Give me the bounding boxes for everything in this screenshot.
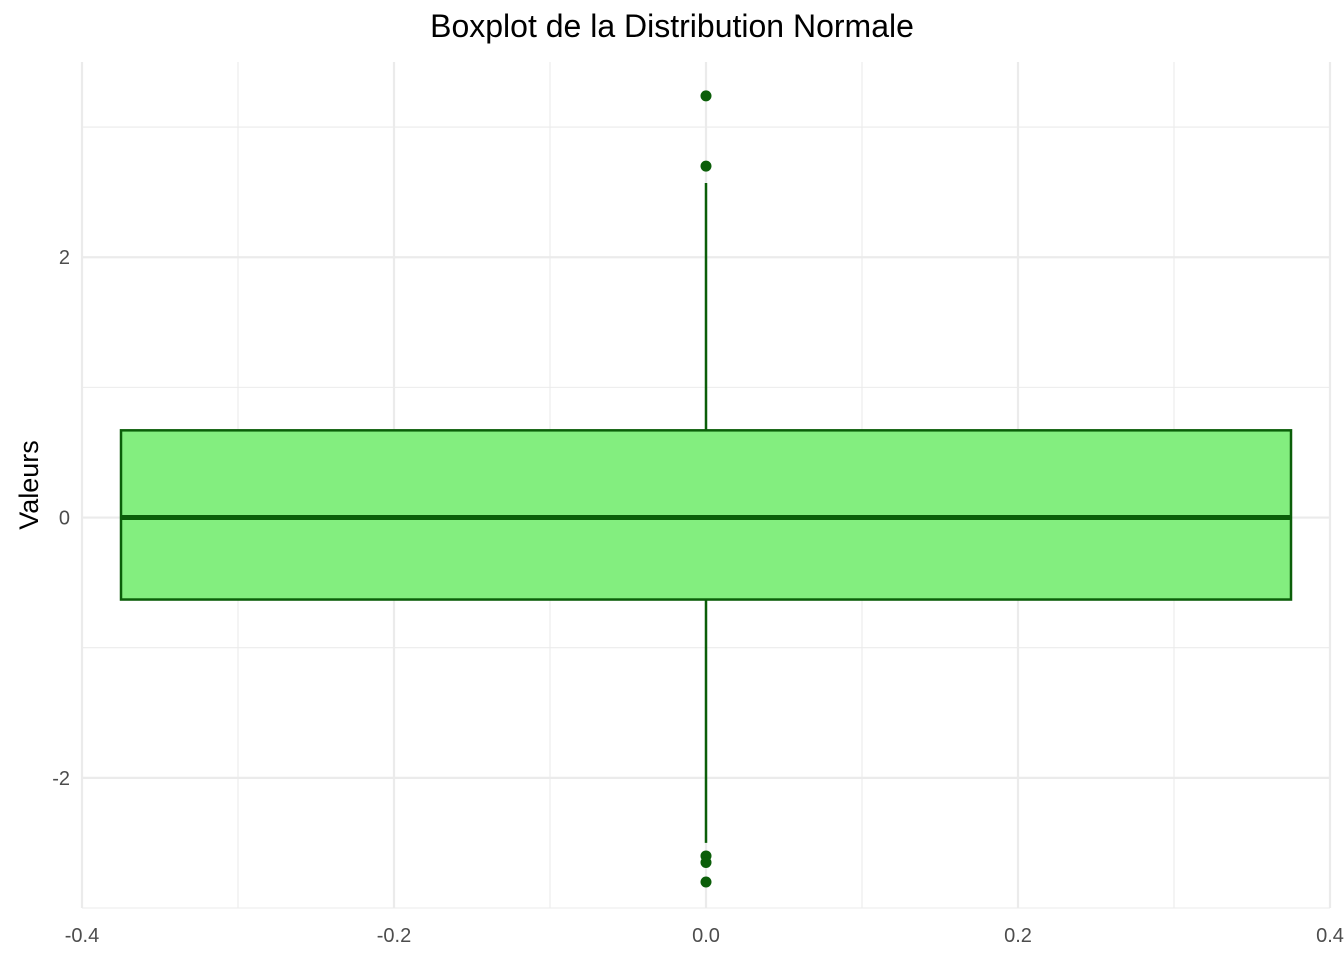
- iqr-box: [119, 429, 1293, 601]
- y-tick-label: 0: [59, 508, 70, 530]
- x-tick-label: 0.4: [1316, 925, 1344, 947]
- outlier-point: [700, 90, 712, 102]
- outlier-point: [700, 160, 712, 172]
- x-tick-label: -0.4: [65, 925, 99, 947]
- x-tick-label: -0.2: [377, 925, 411, 947]
- y-axis-label: Valeurs: [14, 440, 44, 530]
- axes: -0.4 -0.2 0.0 0.2 0.4 -2 0 2 Valeurs: [14, 247, 1344, 947]
- y-tick-label: 2: [59, 247, 70, 269]
- y-tick-label: -2: [52, 768, 70, 790]
- x-tick-label: 0.2: [1004, 925, 1032, 947]
- boxplot-marks: [119, 90, 1293, 888]
- chart-title: Boxplot de la Distribution Normale: [430, 8, 914, 44]
- x-tick-label: 0.0: [692, 925, 720, 947]
- outlier-point: [700, 856, 712, 868]
- outlier-point: [700, 876, 712, 888]
